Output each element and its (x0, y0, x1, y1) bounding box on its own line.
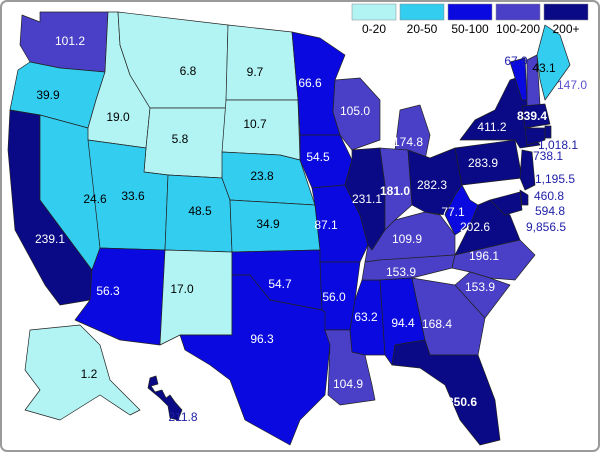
state-label: 1.2 (81, 367, 98, 381)
state (519, 149, 536, 191)
callout-label: 147.0 (557, 78, 587, 92)
state-label: 202.6 (460, 220, 490, 234)
state (544, 125, 552, 139)
state-label: 153.9 (386, 265, 416, 279)
callout-label: 594.8 (535, 204, 565, 218)
state-label: 39.9 (36, 88, 60, 102)
state-label: 48.5 (188, 204, 212, 218)
state-label: 23.8 (250, 169, 274, 183)
legend-swatch (495, 3, 541, 21)
state-label: 283.9 (468, 156, 498, 170)
state (451, 239, 536, 281)
state-label: 5.8 (172, 132, 189, 146)
state-label: 66.6 (298, 76, 322, 90)
callout-label: 460.8 (534, 189, 564, 203)
state (225, 24, 299, 101)
state-label: 87.1 (314, 218, 338, 232)
callout-label: 1,195.5 (535, 172, 575, 186)
state (454, 271, 511, 319)
state (147, 375, 183, 421)
callout-label: 9,856.5 (526, 220, 566, 234)
state-label: 54.7 (268, 277, 292, 291)
legend-label: 50-100 (451, 22, 489, 36)
state-label: 282.3 (417, 178, 447, 192)
state-label: 174.8 (393, 135, 423, 149)
state-label: 104.9 (333, 377, 363, 391)
state-label: 231.1 (352, 192, 382, 206)
state-label: 54.5 (306, 150, 330, 164)
state-label: 77.1 (441, 205, 465, 219)
state-label: 9.7 (247, 65, 264, 79)
state (332, 77, 381, 151)
state-label: 94.4 (391, 316, 415, 330)
state-label: 239.1 (35, 232, 65, 246)
state (489, 191, 523, 216)
state-label: 105.0 (340, 104, 370, 118)
state (536, 24, 571, 101)
state-label: 109.9 (392, 232, 422, 246)
state (179, 274, 331, 446)
legend-label: 200+ (552, 22, 579, 36)
state-label: 96.3 (250, 332, 274, 346)
state-label: 181.0 (380, 184, 410, 198)
legend-label: 100-200 (496, 22, 540, 36)
state-label: 168.4 (422, 317, 452, 331)
state-label: 56.3 (96, 284, 120, 298)
state-label: 34.9 (256, 217, 280, 231)
legend-swatch (399, 3, 445, 21)
callout-label: 738.1 (533, 149, 563, 163)
callout-label: 211.8 (168, 410, 197, 424)
state-label: 153.9 (465, 280, 495, 294)
state-label: 33.6 (121, 189, 145, 203)
legend-swatch (447, 3, 493, 21)
state-label: 839.4 (517, 109, 547, 123)
callout-label: 1,018.1 (538, 138, 578, 152)
state-label: 10.7 (243, 117, 267, 131)
state (524, 127, 546, 146)
state-label: 350.6 (447, 395, 477, 409)
state-label: 56.0 (322, 290, 346, 304)
state (24, 324, 141, 421)
state-label: 24.6 (83, 192, 107, 206)
legend-label: 0-20 (362, 22, 386, 36)
state (519, 189, 529, 206)
state (159, 249, 233, 346)
state-label: 6.8 (180, 64, 197, 78)
legend-swatch (351, 3, 397, 21)
state-label: 43.1 (532, 61, 556, 75)
state-label: 19.0 (106, 110, 130, 124)
state-label: 17.0 (170, 282, 194, 296)
state-label: 63.2 (354, 310, 378, 324)
callout-label: 67.9 (504, 54, 528, 68)
state-label: 101.2 (55, 34, 85, 48)
state-label: 196.1 (469, 249, 499, 263)
legend-label: 20-50 (407, 22, 438, 36)
state (391, 339, 501, 446)
legend-swatch (543, 3, 589, 21)
state (521, 103, 551, 129)
state-label: 411.2 (477, 120, 506, 134)
